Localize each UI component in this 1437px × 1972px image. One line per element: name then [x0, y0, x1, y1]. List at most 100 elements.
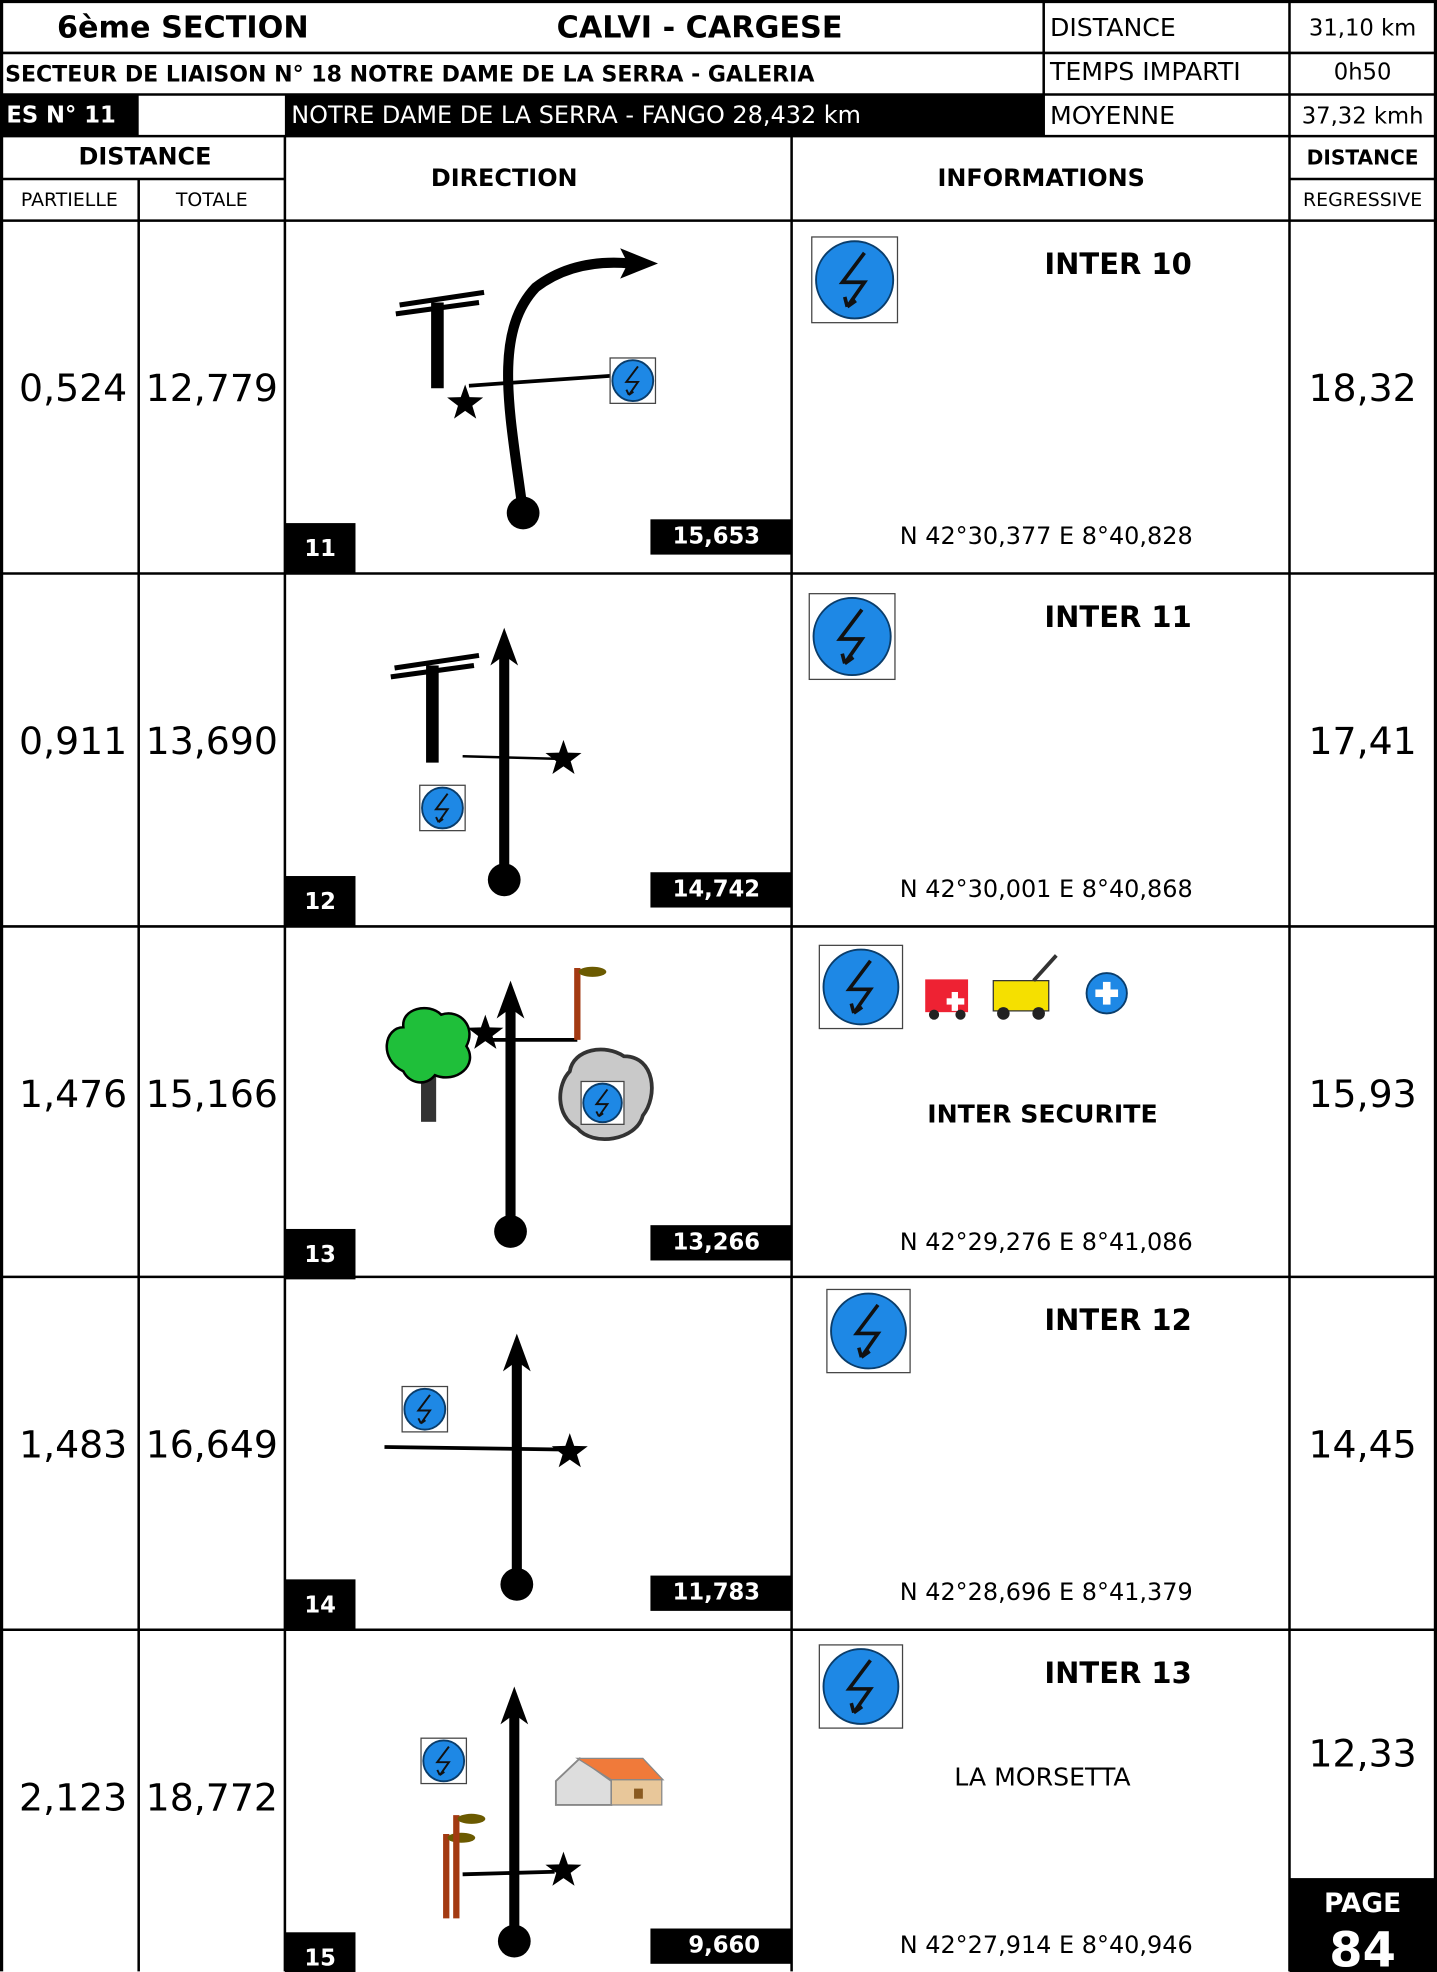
- sign-bolt: [624, 365, 640, 396]
- page-box: [1289, 1878, 1437, 1972]
- regressive: 18,32: [1308, 366, 1416, 410]
- sign: [815, 240, 895, 320]
- sign: [403, 1387, 447, 1431]
- rule: [390, 663, 475, 680]
- totale: 15,166: [146, 1072, 278, 1116]
- sign-bolt: [845, 959, 874, 1015]
- col-distance: DISTANCE: [79, 143, 212, 171]
- remaining: 11,783: [673, 1580, 761, 1606]
- cross: [951, 991, 958, 1011]
- rule: [394, 652, 480, 671]
- door: [634, 1788, 643, 1799]
- remaining: 15,653: [673, 523, 761, 549]
- remaining: 13,266: [673, 1229, 761, 1255]
- number: 12: [304, 889, 336, 915]
- regressive: 15,93: [1308, 1072, 1416, 1116]
- partielle: 1,476: [19, 1072, 127, 1116]
- es-name: NOTRE DAME DE LA SERRA - FANGO 28,432 km: [291, 101, 861, 129]
- remaining: 9,660: [688, 1933, 760, 1959]
- road: [503, 257, 631, 514]
- wheel: [955, 1009, 966, 1020]
- leaf: [447, 1832, 476, 1843]
- sign-bolt: [838, 251, 868, 309]
- star: [545, 739, 582, 775]
- number: 14: [304, 1592, 336, 1618]
- sign: [812, 597, 892, 677]
- regressive: 14,45: [1308, 1423, 1416, 1467]
- sign: [830, 1292, 907, 1370]
- remaining-box: [650, 519, 792, 555]
- gps: N 42°30,377 E 8°40,828: [900, 522, 1193, 550]
- col-direction: DIRECTION: [431, 164, 578, 192]
- gps: N 42°27,914 E 8°40,946: [900, 1931, 1193, 1959]
- totale: 12,779: [146, 366, 278, 410]
- info-value: 37,32 kmh: [1302, 104, 1424, 130]
- rule: [399, 289, 485, 308]
- regressive: 17,41: [1308, 719, 1416, 763]
- remaining-box: [650, 1575, 792, 1611]
- rule: [395, 300, 480, 317]
- sign-bolt: [853, 1303, 882, 1359]
- arrow-head: [490, 627, 519, 666]
- start-dot: [500, 1568, 534, 1601]
- info-text: LA MORSETTA: [954, 1763, 1131, 1792]
- rule: [384, 1445, 561, 1452]
- sign: [422, 1739, 466, 1783]
- sign-bolt: [845, 1659, 874, 1715]
- number: 15: [304, 1945, 336, 1971]
- number-box: [284, 1932, 356, 1972]
- partielle: 0,911: [19, 719, 127, 763]
- title: CALVI - CARGESE: [557, 10, 843, 45]
- house-roof: [575, 1757, 665, 1781]
- sign: [421, 786, 464, 830]
- sign: [822, 948, 900, 1026]
- tow-truck: [992, 980, 1050, 1012]
- info-title: INTER 10: [1044, 247, 1191, 281]
- sign-bolt: [836, 608, 866, 665]
- rule: [462, 1869, 555, 1877]
- sign-bolt: [434, 793, 450, 824]
- info-title: INTER SECURITE: [927, 1100, 1157, 1129]
- sign: [822, 1648, 900, 1725]
- house-side: [610, 1779, 663, 1806]
- col-distance-reg: DISTANCE: [1307, 145, 1419, 169]
- sign-bolt: [594, 1088, 610, 1118]
- section: 6ème SECTION: [57, 10, 309, 45]
- number: 11: [304, 536, 336, 562]
- remaining-box: [650, 1225, 792, 1261]
- info-title: INTER 11: [1044, 600, 1191, 634]
- arrow-head: [620, 248, 658, 279]
- star: [467, 1014, 504, 1049]
- totale: 16,649: [146, 1423, 278, 1467]
- arrow-head: [500, 1686, 529, 1725]
- number-box: [284, 1228, 356, 1280]
- es: ES N° 11: [6, 102, 115, 128]
- remaining-box: [650, 872, 792, 908]
- remaining-box: [650, 1928, 792, 1964]
- col-regressive: REGRESSIVE: [1303, 189, 1422, 211]
- col-informations: INFORMATIONS: [937, 164, 1144, 192]
- info-value: 0h50: [1334, 60, 1392, 86]
- sign-bolt: [416, 1394, 432, 1425]
- ambulance: [925, 979, 969, 1013]
- rule: [468, 373, 615, 388]
- liaison: SECTEUR DE LIAISON N° 18 NOTRE DAME DE L…: [5, 63, 814, 88]
- sign: [611, 359, 655, 403]
- rule: [1032, 954, 1058, 982]
- remaining: 14,742: [673, 876, 761, 902]
- gps: N 42°30,001 E 8°40,868: [900, 875, 1193, 903]
- info-label: TEMPS IMPARTI: [1049, 57, 1241, 86]
- info-label: DISTANCE: [1050, 13, 1176, 42]
- page-number: 84: [1329, 1924, 1396, 1972]
- page-label: PAGE: [1324, 1888, 1401, 1919]
- star: [545, 1851, 582, 1886]
- totale: 13,690: [146, 719, 278, 763]
- es-name-box: [284, 94, 1044, 137]
- rule: [462, 755, 555, 761]
- number-box: [284, 1579, 356, 1630]
- wheel: [1032, 1007, 1045, 1020]
- partielle: 2,123: [19, 1775, 127, 1819]
- start-dot: [497, 1924, 531, 1958]
